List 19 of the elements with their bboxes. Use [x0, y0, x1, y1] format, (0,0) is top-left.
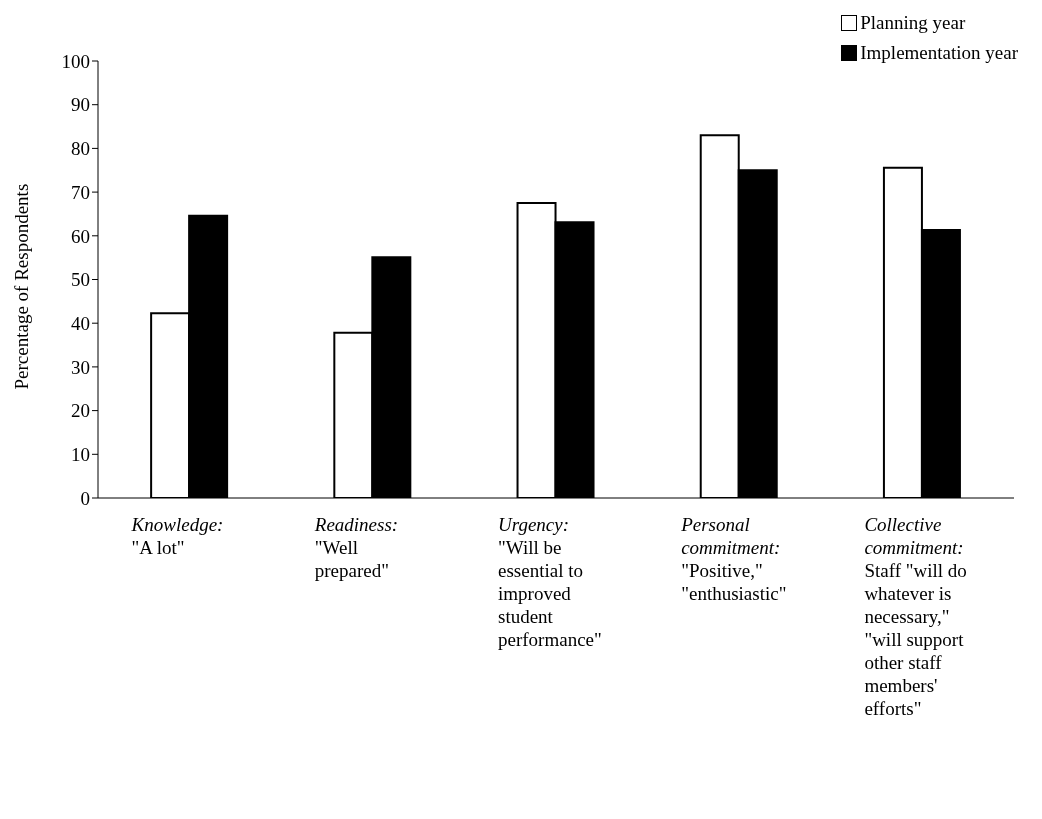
x-tick-label: Readiness: "Well prepared": [313, 514, 399, 581]
y-tick-label: 80: [71, 138, 90, 160]
x-tick-label: Knowledge: "A lot": [130, 514, 224, 558]
legend-label: Planning year: [860, 12, 966, 34]
x-tick-label: Urgency: "Will be essential to improved student performance": [498, 514, 602, 650]
y-tick-label: 100: [61, 50, 90, 72]
y-tick-label: 70: [71, 181, 90, 203]
x-tick-label: Personal commitment: "Positive," "enthusiastic": [680, 514, 787, 604]
y-tick-label: 60: [71, 225, 90, 247]
y-tick-label: 50: [71, 269, 90, 291]
y-tick-label: 40: [71, 312, 90, 334]
y-tick-label: 20: [71, 400, 90, 422]
y-tick-label: 30: [71, 356, 90, 378]
y-axis-title: Percentage of Respondents: [10, 183, 32, 390]
y-tick-label: 90: [71, 94, 90, 116]
legend-label: Implementation year: [860, 42, 1018, 64]
category-label: Collective commitment: Staff "will do whatever is necessary," "will support other staff members' efforts": [864, 514, 967, 719]
y-tick-label: 0: [80, 487, 90, 509]
y-tick-label: 10: [71, 444, 90, 466]
